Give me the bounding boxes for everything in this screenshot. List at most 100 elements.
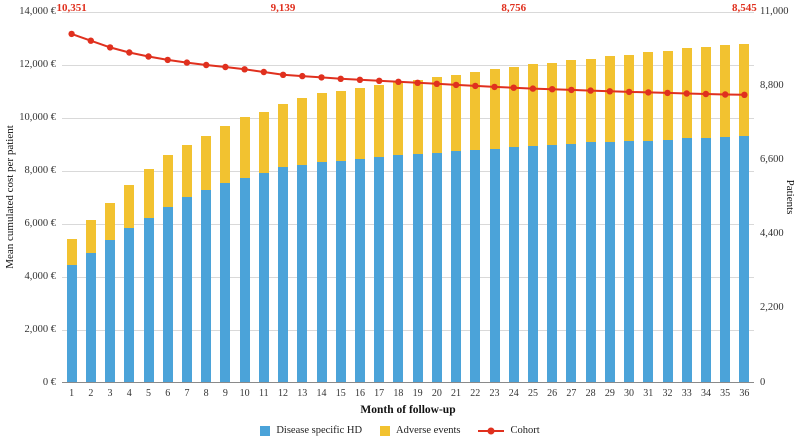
gridline [62,12,754,13]
bar-segment-adverse-events [585,58,596,143]
bar-segment-adverse-events [316,93,327,163]
cohort-point [549,86,556,93]
x-tick-label: 31 [643,388,654,399]
left-y-tick-label: 6,000 € [24,217,57,229]
legend: Disease specific HD Adverse events Cohor… [0,425,800,436]
cohort-line [71,32,745,96]
cohort-point [722,91,729,98]
x-tick-label: 19 [412,388,423,399]
bar-segment-adverse-events [220,126,231,184]
legend-swatch-adverse-events [380,425,391,436]
bar-segment-disease-specific-hd [201,189,212,382]
bar-segment-adverse-events [470,71,481,151]
bar-segment-adverse-events [739,44,750,136]
cohort-point [606,88,613,95]
bar-segment-disease-specific-hd [393,155,404,382]
gridline [62,118,754,119]
bar-segment-disease-specific-hd [105,240,116,382]
bar-segment-disease-specific-hd [374,156,385,382]
right-y-tick-label: 0 [760,376,766,388]
legend-item-disease-specific-hd: Disease specific HD [260,425,362,436]
cohort-point [587,87,594,94]
x-axis-ticks: 1 2 3 4 5 6 7 8 9 10 11 12 13 14 15 16 17 18 19 20 21 22 23 24 2… [62,388,754,402]
legend-cohort-dot [487,427,495,434]
legend-swatch-disease-specific-hd [260,425,271,436]
legend-label-disease-specific-hd: Disease specific HD [276,425,363,436]
x-tick-label: 30 [624,388,635,399]
bar-segment-adverse-events [412,79,423,155]
bar-segment-adverse-events [489,69,500,149]
cohort-point [260,68,267,76]
bar-segment-adverse-events [297,98,308,165]
cohort-point [645,89,652,96]
bar-segment-adverse-events [451,74,462,152]
x-tick-label: 2 [88,388,94,399]
legend-item-cohort: Cohort [478,425,540,436]
bar-segment-disease-specific-hd [316,162,327,382]
cohort-point [203,61,210,69]
bar-segment-adverse-events [547,62,558,145]
cohort-point [529,85,537,92]
bar-segment-disease-specific-hd [162,207,173,382]
bar-segment-disease-specific-hd [124,228,135,382]
legend-label-cohort: Cohort [510,425,540,436]
x-tick-label: 7 [184,388,190,399]
x-tick-label: 28 [585,388,596,399]
x-tick-label: 33 [681,388,692,399]
bar-segment-disease-specific-hd [585,142,596,382]
bar-segment-disease-specific-hd [547,144,558,382]
bar-segment-disease-specific-hd [604,142,615,382]
cohort-point [472,82,479,90]
left-y-tick-label: 8,000 € [24,164,57,176]
bar-segment-adverse-events [278,103,289,168]
cohort-point [568,86,575,94]
x-tick-label: 26 [547,388,558,399]
bar-segment-adverse-events [604,56,615,143]
bar-segment-disease-specific-hd [181,196,192,382]
x-tick-label: 20 [431,388,442,399]
bar-segment-disease-specific-hd [66,265,77,382]
bar-segment-disease-specific-hd [85,253,96,382]
bar-segment-disease-specific-hd [624,140,635,382]
bar-segment-adverse-events [85,220,96,254]
cohort-point [395,78,402,86]
x-tick-label: 1 [69,388,75,399]
cohort-point [241,66,248,73]
gridline [62,65,754,66]
legend-cohort-line-marker [478,427,505,434]
bar-segment-adverse-events [720,45,731,137]
right-y-tick-label: 4,400 [760,228,784,240]
bar-segment-adverse-events [66,238,77,266]
bar-segment-disease-specific-hd [143,217,154,382]
cohort-point [741,91,748,99]
bar-segment-disease-specific-hd [681,138,692,382]
cohort-line-layer [68,30,748,99]
x-tick-label: 4 [126,388,132,399]
x-tick-label: 27 [566,388,577,399]
bar-segment-adverse-events [431,77,442,153]
right-y-tick-label: 11,000 [760,5,789,17]
bar-segment-disease-specific-hd [470,150,481,382]
x-tick-label: 16 [354,388,365,399]
gridline [62,171,754,172]
x-tick-label: 18 [393,388,404,399]
x-tick-label: 29 [604,388,615,399]
x-tick-label: 12 [278,388,289,399]
x-tick-label: 13 [297,388,308,399]
bar-segment-disease-specific-hd [527,146,538,382]
cohort-point [337,75,344,82]
x-tick-label: 3 [107,388,113,399]
x-tick-label: 8 [203,388,209,399]
left-y-tick-label: 10,000 € [19,111,56,123]
bar-segment-adverse-events [508,66,519,148]
bar-segment-disease-specific-hd [412,154,423,382]
cohort-point [299,72,306,80]
bar-segment-disease-specific-hd [489,148,500,382]
x-tick-label: 36 [739,388,750,399]
bar-segment-disease-specific-hd [431,152,442,382]
cohort-point [106,44,114,51]
bar-segment-adverse-events [143,168,154,218]
x-tick-label: 32 [662,388,673,399]
bar-segment-adverse-events [374,85,385,157]
cohort-point [625,88,633,96]
